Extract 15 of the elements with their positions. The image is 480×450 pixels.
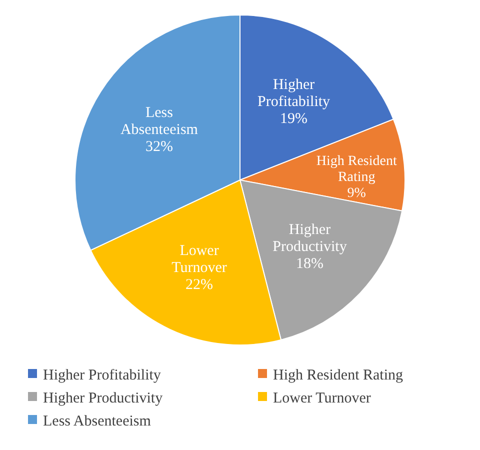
data-label: 18% — [296, 256, 324, 272]
data-label: 32% — [145, 138, 173, 155]
slice-label: Less Absenteeism — [120, 104, 198, 138]
slice-label: Higher Productivity — [272, 222, 348, 255]
legend-label: High Resident Rating — [273, 367, 404, 384]
data-label: 19% — [280, 111, 308, 128]
legend-label: Less Absenteeism — [43, 413, 152, 430]
legend-label: Higher Profitability — [43, 367, 162, 384]
legend-label: Higher Productivity — [43, 390, 164, 406]
slice-label: High Resident Rating — [316, 154, 397, 185]
slice-label: Higher Profitability — [258, 77, 331, 110]
legend-label: Lower Turnover — [273, 390, 371, 406]
slice-label: Lower Turnover — [172, 242, 227, 276]
data-label: 9% — [347, 186, 366, 201]
data-label: 22% — [186, 276, 214, 293]
